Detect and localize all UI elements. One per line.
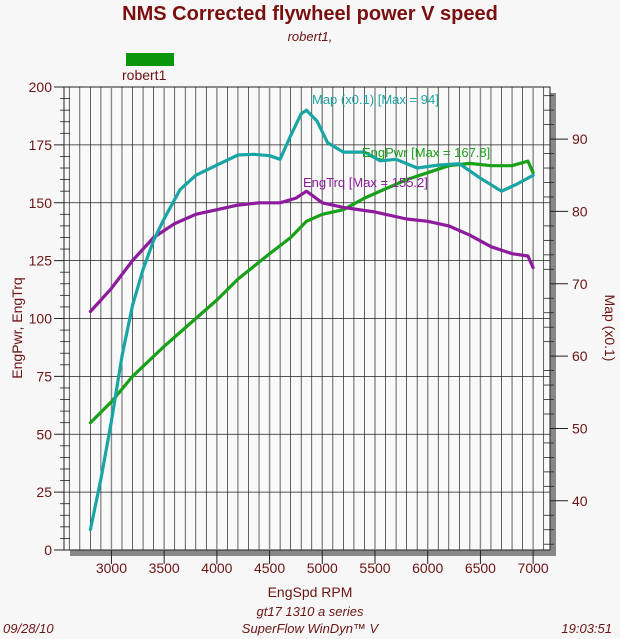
footer-time: 19:03:51 bbox=[561, 621, 612, 636]
y2-tick-label: 40 bbox=[572, 493, 588, 509]
x-tick-label: 7000 bbox=[518, 560, 549, 576]
chart-title: NMS Corrected flywheel power V speed bbox=[122, 3, 498, 25]
y-tick-label: 25 bbox=[36, 484, 52, 500]
y-tick-label: 0 bbox=[44, 542, 52, 558]
x-tick-label: 3500 bbox=[149, 560, 180, 576]
y2-tick-label: 90 bbox=[572, 131, 588, 147]
x-tick-label: 3000 bbox=[96, 560, 127, 576]
y-tick-label: 175 bbox=[29, 137, 53, 153]
x-tick-label: 5500 bbox=[359, 560, 390, 576]
series-annotation-engtrq: EngTrq [Max = 155.2] bbox=[303, 175, 428, 190]
y2-tick-label: 80 bbox=[572, 203, 588, 219]
y-tick-label: 125 bbox=[29, 253, 53, 269]
y2-tick-label: 60 bbox=[572, 348, 588, 364]
legend-label: robert1 bbox=[122, 67, 167, 83]
x-tick-label: 4500 bbox=[254, 560, 285, 576]
series-annotation-map: Map (x0.1) [Max = 94] bbox=[312, 92, 439, 107]
legend-swatch bbox=[126, 53, 174, 66]
y-axis-label: EngPwr, EngTrq bbox=[9, 277, 25, 379]
footer-date: 09/28/10 bbox=[3, 621, 54, 636]
y2-axis-label: Map (x0.1) bbox=[602, 294, 618, 362]
series-line-map bbox=[88, 108, 535, 532]
y-tick-label: 75 bbox=[36, 368, 52, 384]
footer-app: SuperFlow WinDyn™ V bbox=[241, 621, 379, 636]
x-tick-label: 5000 bbox=[307, 560, 338, 576]
y-tick-label: 50 bbox=[36, 426, 52, 442]
y2-tick-label: 50 bbox=[572, 420, 588, 436]
series-annotation-engpwr: EngPwr [Max = 167.8] bbox=[362, 145, 490, 160]
footer-series: gt17 1310 a series bbox=[256, 604, 364, 619]
y2-tick-label: 70 bbox=[572, 276, 588, 292]
series-line-engtrq bbox=[88, 189, 535, 314]
y-tick-label: 100 bbox=[29, 311, 53, 327]
x-axis-label: EngSpd RPM bbox=[267, 584, 353, 600]
x-tick-label: 4000 bbox=[201, 560, 232, 576]
y-tick-label: 150 bbox=[29, 195, 53, 211]
y-tick-label: 200 bbox=[29, 79, 53, 95]
series-line-engpwr bbox=[88, 159, 535, 425]
x-tick-label: 6500 bbox=[465, 560, 496, 576]
chart-subtitle: robert1, bbox=[287, 29, 333, 44]
x-tick-label: 6000 bbox=[412, 560, 443, 576]
